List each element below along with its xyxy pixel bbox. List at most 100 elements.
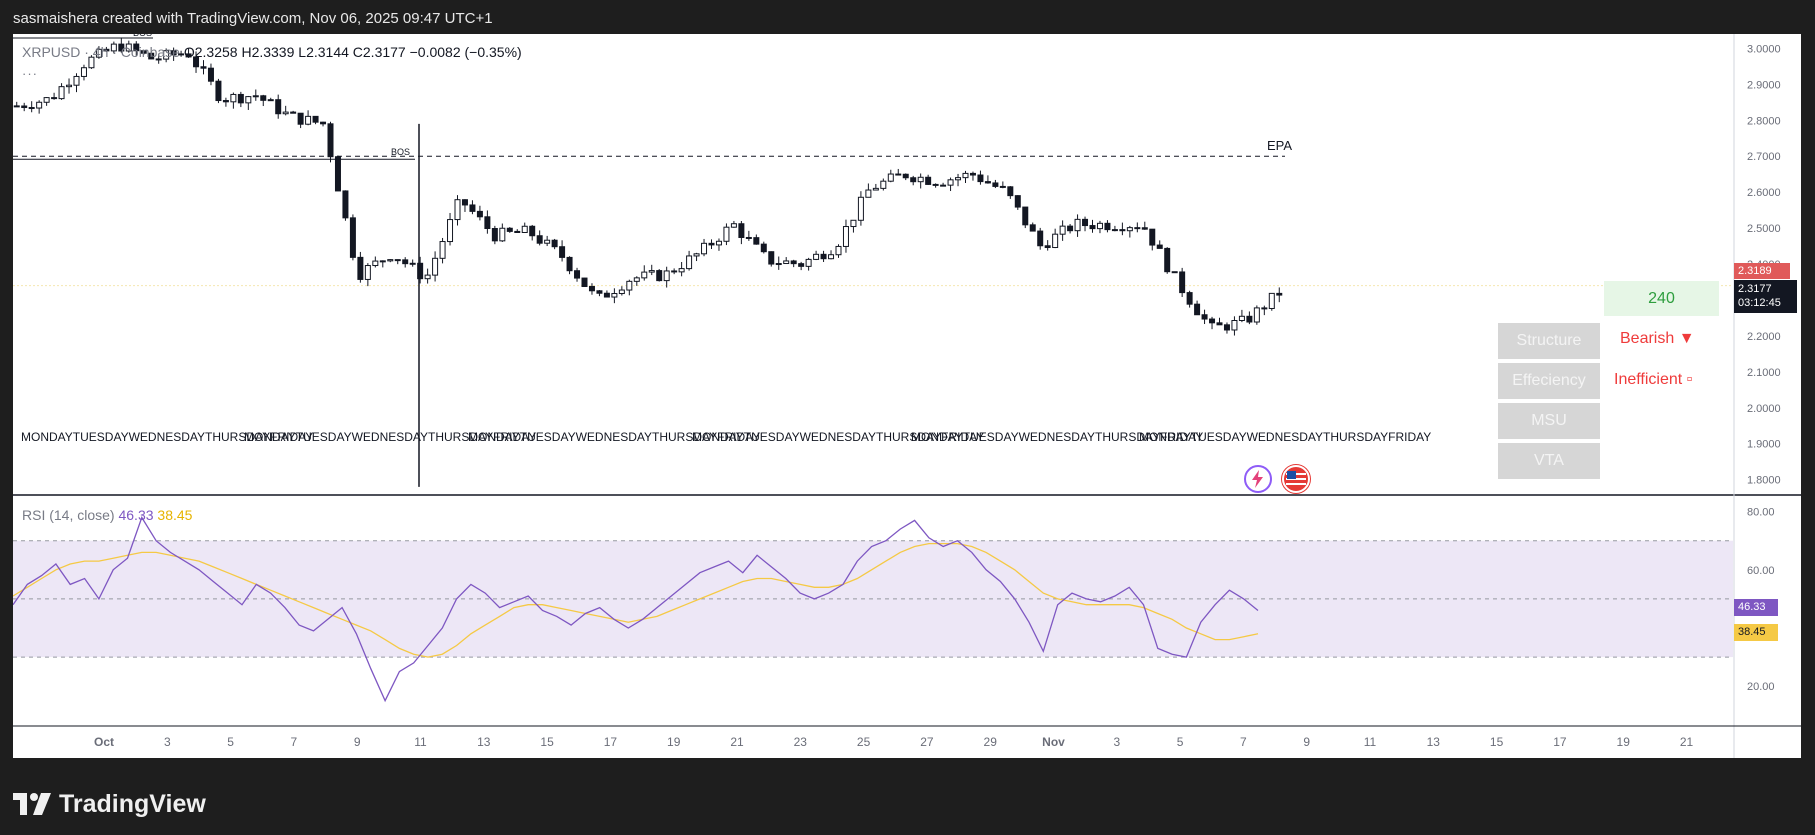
chart-canvas[interactable]: 3.00002.90002.80002.70002.60002.50002.40… [13,34,1801,758]
price-tick-label: 2.2000 [1747,331,1781,343]
legend-symbol[interactable]: XRPUSD · 4h · Coinbase [22,44,180,60]
time-tick-label: 23 [794,735,808,749]
legend-more-icon[interactable]: ··· [22,66,38,81]
time-tick-label: 5 [1177,735,1184,749]
candle [1209,316,1216,330]
candle [193,51,200,73]
candle [43,97,50,106]
legend-change: −0.0082 (−0.35%) [409,44,522,60]
time-tick-label: 21 [730,735,744,749]
candle [80,64,87,81]
structure-button[interactable]: Structure [1498,323,1600,359]
price-tick-label: 3.0000 [1747,43,1781,55]
candle [940,182,947,187]
rsi-legend-label[interactable]: RSI (14, close) [22,507,115,523]
candle [618,286,625,296]
candle [327,121,334,163]
candle [155,54,162,64]
candle [267,97,274,102]
candle [842,219,849,253]
time-tick-label: 27 [920,735,934,749]
candle [312,115,319,125]
candle [1022,206,1029,229]
price-tick-label: 1.8000 [1747,475,1781,487]
candle [626,279,633,296]
candle [387,259,394,263]
candle [783,257,790,265]
candle [461,199,468,212]
time-tick-label: 19 [667,735,681,749]
rsi-ma-line [13,542,1259,658]
candle [581,277,588,288]
candle [633,276,640,286]
rsi-legend-value: 46.33 [118,507,154,523]
weekday-label: MONDAYTUESDAYWEDNESDAYTHURSDAYFRIDAY [911,430,1204,444]
candle [1089,219,1096,233]
candle [925,174,932,186]
candle [790,259,797,268]
candle [230,92,237,109]
time-tick-label: 3 [1113,735,1120,749]
rsi-legend-ma: 38.45 [157,507,193,523]
efficiency-button[interactable]: Effeciency [1498,363,1600,399]
chart-frame[interactable]: 3.00002.90002.80002.70002.60002.50002.40… [13,34,1801,758]
candle [887,169,894,183]
candle [1074,214,1081,237]
candle [1111,225,1118,232]
candle [1253,305,1260,325]
candle [715,238,722,251]
us-flag-event-icon[interactable] [1282,465,1310,493]
tradingview-logo[interactable]: TradingView [13,784,206,824]
time-tick-label: 11 [414,735,427,749]
rsi-tick-label: 60.00 [1747,565,1775,577]
candle [342,190,349,221]
candle [641,265,648,281]
candle [753,234,760,245]
time-tick-label: 21 [1680,735,1694,749]
candle [118,37,125,53]
time-tick-label: 9 [1303,735,1310,749]
dividends-event-icon[interactable] [1244,465,1272,493]
candle [895,168,902,176]
candle [133,41,140,57]
candle [110,41,117,54]
countdown-value: 03:12:45 [1738,297,1781,309]
candle [260,94,267,107]
candle [163,48,170,63]
candle [417,256,424,284]
prev-close-tag: 2.3189 [1734,263,1790,279]
msu-button[interactable]: MSU [1498,403,1600,439]
rsi-tick-label: 80.00 [1747,507,1775,519]
weekday-label: MONDAYTUESDAYWEDNESDAYTHURSDAYFRIDAY [21,430,314,444]
candle [439,237,446,264]
candle [148,52,155,60]
candle [275,94,282,119]
candle [88,55,95,69]
rsi-value-tag: 46.33 [1734,599,1778,616]
efficiency-status: Inefficient ▫ [1614,371,1693,388]
candle [730,220,737,228]
rsi-tick-label: 20.00 [1747,681,1775,693]
candle [768,251,775,267]
structure-status: Bearish ▼ [1620,330,1695,347]
candle [850,219,857,233]
candle [835,244,842,258]
candle [334,155,341,192]
time-tick-label: 19 [1617,735,1631,749]
candle [200,60,207,75]
candle [402,257,409,268]
last-price-tag: 2.3177 03:12:45 [1734,280,1797,313]
candle [708,239,715,249]
vta-button[interactable]: VTA [1498,443,1600,479]
epa-label: EPA [1267,138,1292,153]
time-tick-label: 17 [604,735,618,749]
candle [297,112,304,129]
candle [723,223,730,246]
legend-high: H2.3339 [241,44,295,60]
candle [1059,220,1066,241]
candle [932,183,939,188]
candle [536,230,543,246]
price-tick-label: 2.8000 [1747,115,1781,127]
candle [1134,222,1141,233]
candle [805,257,812,271]
